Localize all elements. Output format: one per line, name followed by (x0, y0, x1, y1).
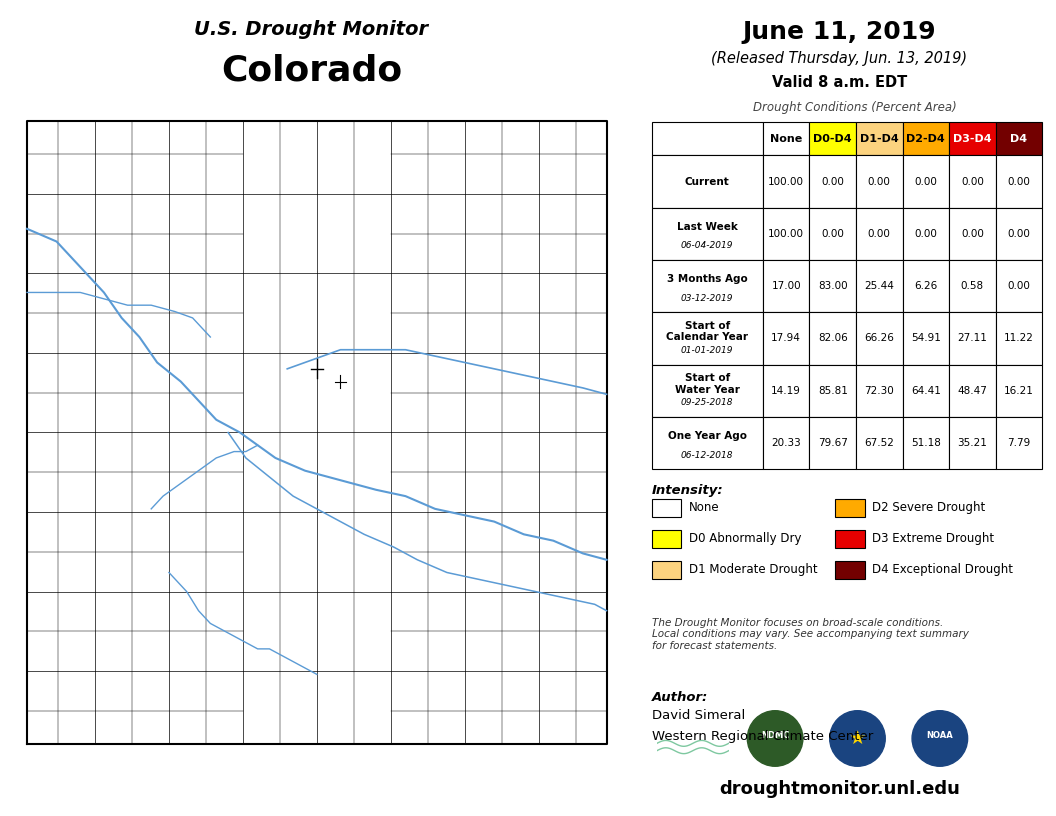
Text: Start of
Calendar Year: Start of Calendar Year (666, 321, 749, 343)
Text: 51.18: 51.18 (911, 438, 941, 448)
Text: 27.11: 27.11 (958, 334, 987, 344)
Text: D4: D4 (1011, 134, 1027, 144)
Text: 09-25-2018: 09-25-2018 (681, 398, 734, 407)
Text: The Drought Monitor focuses on broad-scale conditions.
Local conditions may vary: The Drought Monitor focuses on broad-sca… (652, 618, 968, 651)
Text: 6.26: 6.26 (914, 282, 938, 291)
Text: 0.00: 0.00 (914, 176, 938, 187)
Text: 17.00: 17.00 (771, 282, 802, 291)
Text: Start of
Water Year: Start of Water Year (675, 373, 739, 395)
Text: 14.19: 14.19 (771, 386, 802, 396)
Text: D0-D4: D0-D4 (813, 134, 852, 144)
Text: 0.00: 0.00 (1007, 228, 1031, 239)
Text: (Released Thursday, Jun. 13, 2019): (Released Thursday, Jun. 13, 2019) (712, 51, 967, 65)
Text: Drought Conditions (Percent Area): Drought Conditions (Percent Area) (754, 101, 957, 114)
Text: D1-D4: D1-D4 (860, 134, 899, 144)
Text: 03-12-2019: 03-12-2019 (681, 294, 734, 303)
Text: 7.79: 7.79 (1007, 438, 1031, 448)
Text: 0.00: 0.00 (961, 176, 984, 187)
Text: 06-04-2019: 06-04-2019 (681, 242, 734, 251)
Text: Colorado: Colorado (221, 53, 402, 87)
Text: 25.44: 25.44 (865, 282, 894, 291)
Text: 0.00: 0.00 (1007, 176, 1031, 187)
Text: D2-D4: D2-D4 (906, 134, 945, 144)
Text: 48.47: 48.47 (958, 386, 987, 396)
Text: 01-01-2019: 01-01-2019 (681, 346, 734, 355)
Text: 64.41: 64.41 (911, 386, 941, 396)
Text: Western Regional Climate Center: Western Regional Climate Center (652, 730, 873, 743)
Text: D1 Moderate Drought: D1 Moderate Drought (689, 563, 817, 576)
Text: 54.91: 54.91 (911, 334, 941, 344)
Text: 72.30: 72.30 (865, 386, 894, 396)
Text: 0.00: 0.00 (914, 228, 938, 239)
Text: 3 Months Ago: 3 Months Ago (666, 274, 748, 284)
Text: NDMC: NDMC (761, 731, 789, 740)
Text: D3 Extreme Drought: D3 Extreme Drought (872, 532, 995, 545)
Text: Intensity:: Intensity: (652, 484, 723, 497)
Text: D3-D4: D3-D4 (954, 134, 992, 144)
Text: D4 Exceptional Drought: D4 Exceptional Drought (872, 563, 1013, 576)
Text: 100.00: 100.00 (768, 228, 805, 239)
Text: ★: ★ (849, 729, 866, 748)
Text: Author:: Author: (652, 691, 708, 704)
Text: None: None (770, 134, 803, 144)
Text: 17.94: 17.94 (771, 334, 802, 344)
Text: 0.00: 0.00 (1007, 282, 1031, 291)
Text: 0.00: 0.00 (822, 228, 844, 239)
Text: NOAA: NOAA (926, 731, 954, 740)
Text: 67.52: 67.52 (865, 438, 894, 448)
Text: U.S. Drought Monitor: U.S. Drought Monitor (194, 20, 429, 39)
Text: Valid 8 a.m. EDT: Valid 8 a.m. EDT (772, 75, 907, 90)
Text: 66.26: 66.26 (865, 334, 894, 344)
Text: 83.00: 83.00 (818, 282, 848, 291)
Text: 11.22: 11.22 (1004, 334, 1034, 344)
Text: 0.00: 0.00 (868, 176, 891, 187)
Text: 85.81: 85.81 (817, 386, 848, 396)
Text: 35.21: 35.21 (958, 438, 987, 448)
Text: Current: Current (685, 176, 730, 187)
Text: USDA: USDA (678, 723, 708, 733)
Text: 0.00: 0.00 (868, 228, 891, 239)
Text: 0.58: 0.58 (961, 282, 984, 291)
Text: One Year Ago: One Year Ago (667, 431, 747, 441)
Text: 06-12-2018: 06-12-2018 (681, 450, 734, 459)
Text: 79.67: 79.67 (817, 438, 848, 448)
Circle shape (748, 711, 803, 766)
Circle shape (830, 711, 885, 766)
Text: D2 Severe Drought: D2 Severe Drought (872, 501, 985, 514)
Text: 82.06: 82.06 (818, 334, 848, 344)
Text: Last Week: Last Week (677, 222, 738, 232)
Text: 0.00: 0.00 (822, 176, 844, 187)
Text: 20.33: 20.33 (771, 438, 802, 448)
Text: 100.00: 100.00 (768, 176, 805, 187)
Text: 0.00: 0.00 (961, 228, 984, 239)
Text: None: None (689, 501, 719, 514)
Text: 16.21: 16.21 (1004, 386, 1034, 396)
Text: D0 Abnormally Dry: D0 Abnormally Dry (689, 532, 802, 545)
Text: David Simeral: David Simeral (652, 709, 744, 722)
Text: droughtmonitor.unl.edu: droughtmonitor.unl.edu (719, 780, 960, 798)
Text: June 11, 2019: June 11, 2019 (742, 20, 937, 44)
Circle shape (912, 711, 967, 766)
